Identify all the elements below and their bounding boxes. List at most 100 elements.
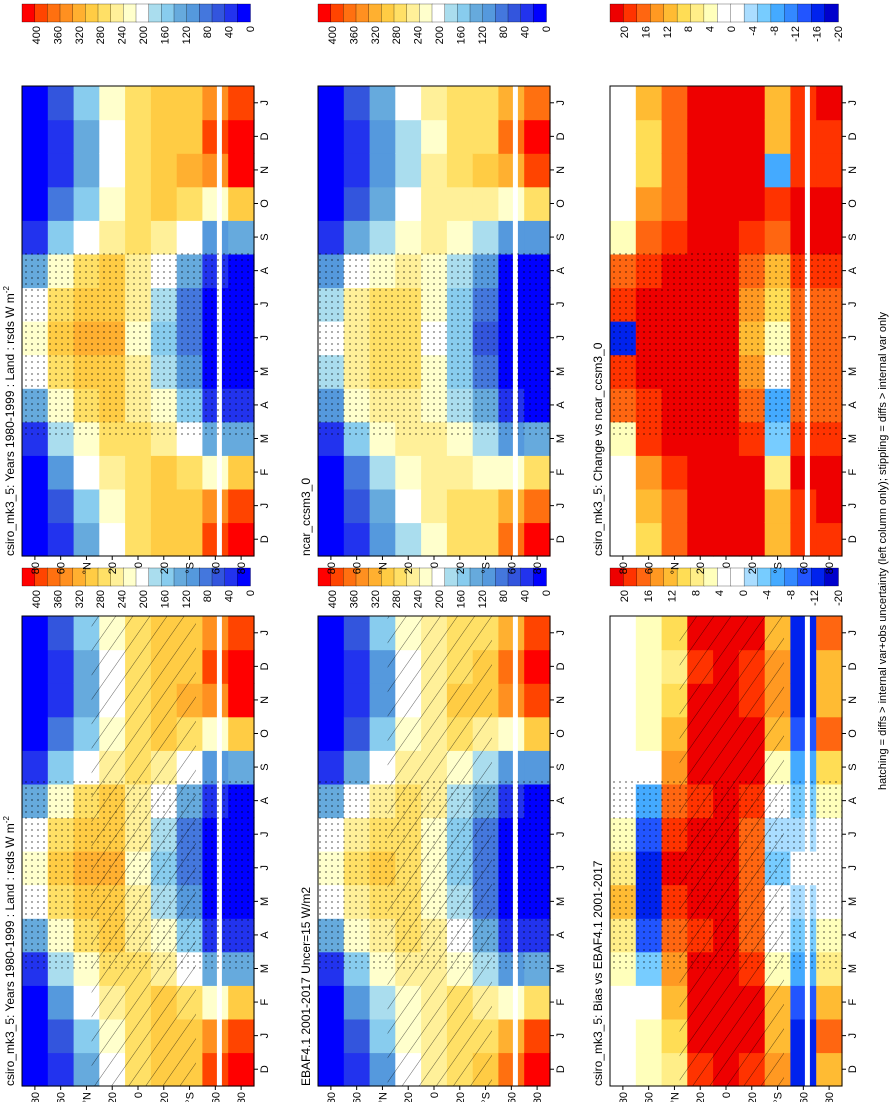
cell-p5-4-10	[421, 186, 448, 221]
footnote: hatching = diffs > internal var+obs unce…	[877, 311, 889, 790]
cell-p5-3-2	[395, 455, 422, 490]
cbar-label-p5-7: 120	[477, 26, 489, 44]
cell-p4-6-2	[176, 455, 204, 490]
cbar-label-p3-7: -8	[785, 590, 797, 600]
cell-p5-8-12	[524, 119, 551, 154]
cell-p4-6-0	[176, 522, 204, 557]
cell-p3-0-12	[610, 649, 637, 684]
cell-p6-3-10	[687, 186, 714, 221]
lat-label-p3-2: °N	[669, 1092, 681, 1102]
cell-p6-3-0	[687, 522, 714, 557]
lat-label-p5-8: 80	[532, 562, 544, 574]
cbar-seg-p4-15	[211, 3, 226, 23]
cell-p3-8-0	[816, 1052, 843, 1087]
cell-p5-6-9	[472, 220, 500, 255]
month-label-p3-11: N	[847, 696, 859, 704]
cbar-label-p1-1: 360	[52, 590, 64, 608]
cell-p6-0-0	[610, 522, 637, 557]
month-label-p4-12: D	[259, 132, 271, 140]
month-label-p4-7: J	[259, 301, 271, 307]
cbar-label-p2-3: 280	[391, 590, 403, 608]
cbar-label-p5-0: 400	[327, 26, 339, 44]
cbar-seg-p4-2	[47, 3, 61, 23]
cell-p4-5-12	[150, 119, 178, 154]
cell-p4-7-9	[202, 220, 229, 255]
cell-p5-0-11	[318, 153, 345, 188]
cell-p5-1-0	[343, 522, 371, 557]
cell-p3-8-9	[816, 750, 843, 785]
cell-p5-8-10	[524, 186, 551, 221]
cell-p4-1-11	[47, 153, 75, 188]
cell-p5-7-1	[498, 488, 525, 524]
cbar-label-p4-1: 360	[52, 26, 64, 44]
cell-p4-5-1	[150, 488, 178, 524]
cell-p5-7-10	[498, 186, 525, 221]
cbar-label-p2-5: 200	[434, 590, 446, 608]
cbar-seg-p6-13	[784, 3, 799, 23]
month-label-p4-11: N	[259, 166, 271, 174]
cbar-seg-p6-12	[770, 3, 785, 23]
lat-label-p2-0: 80	[326, 1092, 338, 1102]
cell-p5-3-0	[395, 522, 422, 557]
cbar-seg-p6-10	[743, 3, 759, 23]
cell-p3-0-0	[610, 1052, 637, 1087]
title-sup-p1: -2	[2, 816, 11, 824]
cell-p3-1-2	[635, 985, 663, 1020]
cell-p6-4-10	[713, 186, 740, 221]
cell-p5-7-12	[498, 119, 525, 154]
cell-p4-7-10	[202, 186, 229, 221]
month-label-p2-6: J	[555, 865, 567, 871]
cell-p5-0-0	[318, 522, 345, 557]
cell-p2-0-12	[318, 649, 345, 684]
cbar-seg-p4-1	[34, 3, 49, 23]
cell-p3-7-13	[790, 616, 817, 651]
month-label-p1-12: D	[259, 662, 271, 670]
title-sup-p4: -2	[2, 286, 11, 294]
cbar-label-p1-0: 400	[31, 590, 43, 608]
cell-p5-2-11	[369, 153, 396, 188]
cbar-seg-p5-3	[355, 3, 370, 23]
cell-p2-1-12	[343, 649, 371, 684]
cell-p1-1-0	[47, 1052, 75, 1087]
cbar-label-p5-4: 240	[413, 26, 425, 44]
month-label-p6-10: O	[847, 199, 859, 208]
cell-p3-7-9	[790, 750, 817, 785]
cbar-label-p5-3: 280	[391, 26, 403, 44]
cell-p1-0-13	[22, 616, 49, 651]
cell-p5-5-2	[446, 455, 474, 490]
cell-p4-3-12	[99, 119, 126, 154]
cell-p3-1-1	[635, 1018, 663, 1054]
cbar-seg-p3-11	[757, 567, 772, 587]
cell-p4-1-2	[47, 455, 75, 490]
cell-p6-6-13	[764, 86, 792, 121]
cbar-seg-p5-11	[457, 3, 471, 23]
title-p1: csiro_mk3_5: Years 1980-1999 : Land : rs…	[2, 816, 17, 1086]
cbar-label-p6-8: -12	[790, 26, 802, 42]
lat-label-p4-5: 20	[159, 562, 171, 574]
month-label-p5-1: J	[555, 503, 567, 509]
cell-p6-2-9	[661, 220, 688, 255]
cell-p4-3-0	[99, 522, 126, 557]
cell-p4-4-10	[125, 186, 152, 221]
lat-label-p6-4: 0	[721, 562, 733, 568]
month-label-p6-5: M	[847, 367, 859, 376]
cbar-label-p3-0: 20	[619, 590, 631, 602]
cell-p5-6-10	[472, 186, 500, 221]
cell-p5-0-12	[318, 119, 345, 154]
cell-p5-5-11	[446, 153, 474, 188]
lat-label-p3-0: 80	[618, 1092, 630, 1102]
cbar-seg-p1-9	[135, 567, 150, 587]
month-label-p5-12: D	[555, 132, 567, 140]
cell-p3-7-12	[790, 649, 817, 684]
lat-label-p3-3: 20	[695, 1092, 707, 1102]
cell-p5-5-10	[446, 186, 474, 221]
cell-p4-8-10	[228, 186, 255, 221]
cbar-label-p1-6: 160	[159, 590, 171, 608]
month-label-p3-4: A	[847, 931, 859, 939]
cbar-label-p3-2: 12	[667, 590, 679, 602]
cell-p2-7-1	[498, 1018, 525, 1054]
lat-label-p6-2: °N	[669, 562, 681, 574]
cell-p6-3-9	[687, 220, 714, 255]
cbar-seg-p6-14	[797, 3, 812, 23]
cell-p4-1-10	[47, 186, 75, 221]
